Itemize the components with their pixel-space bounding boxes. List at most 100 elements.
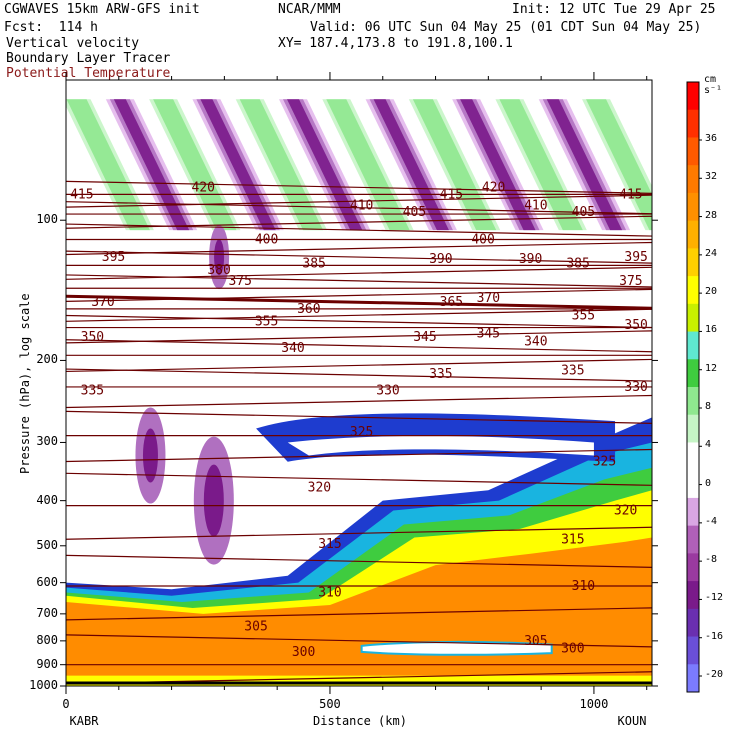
theta-label: 335 [561, 363, 584, 378]
colorbar-unit: cm s⁻¹ [704, 74, 723, 96]
valid-time: Valid: 06 UTC Sun 04 May 25 (01 CDT Sun … [310, 20, 702, 35]
field-vertical-velocity: Vertical velocity [6, 36, 140, 51]
theta-contour-line [66, 607, 652, 621]
y-tick-label: 500 [36, 537, 58, 552]
theta-label: 330 [376, 383, 399, 398]
theta-contour-line [66, 201, 652, 215]
theta-label-text: 380 [207, 263, 230, 278]
theta-label-text: 395 [624, 250, 647, 265]
theta-contour-line [66, 410, 652, 424]
theta-label-text: 310 [572, 579, 595, 594]
theta-label-text: 355 [255, 315, 278, 330]
colorbar-label: -16 [705, 630, 724, 642]
theta-contour-line [66, 223, 652, 237]
theta-label: 410 [350, 199, 373, 214]
x-axis-label: Distance (km) [313, 714, 407, 728]
theta-label-text: 340 [524, 334, 547, 349]
colorbar-label: -4 [705, 515, 718, 527]
colorbar-label: 28 [705, 209, 718, 221]
theta-label: 375 [619, 274, 642, 289]
init-time: Init: 12 UTC Tue 29 Apr 25 [512, 2, 716, 17]
theta-label: 390 [429, 252, 452, 267]
theta-label-text: 415 [70, 187, 93, 202]
theta-label-text: 305 [524, 634, 547, 649]
theta-contour-line [66, 368, 652, 382]
theta-label-text: 370 [477, 291, 500, 306]
theta-label-text: 360 [297, 302, 320, 317]
theta-label: 415 [440, 187, 463, 202]
theta-label: 385 [302, 257, 325, 272]
y-tick-label: 600 [36, 574, 58, 589]
theta-label: 360 [297, 302, 320, 317]
theta-contour-line [66, 339, 652, 353]
colorbar-label: 24 [705, 247, 718, 259]
downdraft-core [214, 239, 225, 276]
theta-label: 390 [519, 252, 542, 267]
theta-label: 370 [91, 295, 114, 310]
y-tick-label: 700 [36, 605, 58, 620]
theta-label: 335 [429, 367, 452, 382]
theta-label: 310 [572, 579, 595, 594]
theta-label-text: 330 [624, 380, 647, 395]
boundary-layer-tracer-shading [66, 413, 652, 686]
x-tick-label: 1000 [579, 697, 609, 711]
theta-label: 400 [255, 232, 278, 247]
plot-frame [65, 79, 653, 687]
theta-label-text: 375 [619, 274, 642, 289]
colorbar-label: -20 [705, 669, 724, 680]
theta-label: 415 [619, 187, 642, 202]
theta-contour-line [66, 554, 652, 568]
theta-label-text: 405 [403, 205, 426, 220]
theta-label-text: 330 [376, 383, 399, 398]
vertical-velocity-band [373, 99, 449, 231]
theta-label: 420 [192, 180, 215, 195]
x-tick-label: 500 [319, 697, 341, 711]
theta-label: 320 [614, 504, 637, 519]
theta-label-text: 315 [561, 533, 584, 548]
theta-contour-line [66, 241, 652, 256]
colorbar-label: 16 [705, 324, 718, 336]
colorbar-label: 36 [705, 133, 718, 144]
colorbar-label: 32 [705, 171, 718, 183]
theta-label: 395 [102, 250, 125, 265]
downdraft-core [142, 428, 158, 483]
theta-label-text: 345 [477, 326, 500, 341]
theta-label: 345 [413, 330, 436, 345]
theta-contour-line [66, 448, 652, 463]
theta-label: 365 [440, 295, 463, 310]
y-tick-label: 400 [36, 492, 58, 507]
theta-label-text: 310 [318, 586, 341, 601]
theta-label: 300 [561, 641, 584, 656]
theta-label-text: 315 [318, 537, 341, 552]
y-tick-label: 900 [36, 656, 58, 671]
theta-labels: 415 420 410 405 415 420 410 405 415 400 395 400 395 3… [70, 180, 648, 660]
theta-label: 405 [572, 205, 595, 220]
theta-contour-line [66, 194, 652, 208]
theta-label-text: 355 [572, 308, 595, 323]
tracer-contour [66, 537, 652, 676]
colorbar-label: -12 [705, 592, 724, 604]
theta-label-text: 365 [440, 295, 463, 310]
theta-label: 380 [207, 263, 230, 278]
vertical-velocity-band [113, 99, 190, 231]
theta-label: 315 [561, 533, 584, 548]
theta-contour-line [66, 294, 652, 310]
theta-label-text: 420 [482, 180, 505, 195]
theta-label: 355 [255, 315, 278, 330]
station-right: KOUN [617, 714, 647, 728]
theta-label-text: 320 [614, 504, 637, 519]
theta-contour-line [66, 472, 652, 486]
theta-label-text: 305 [244, 619, 267, 634]
theta-contour-line [66, 358, 652, 373]
theta-label-text: 400 [255, 232, 278, 247]
theta-label: 385 [566, 257, 589, 272]
theta-label-text: 400 [471, 232, 494, 247]
colorbar-label: 12 [705, 362, 718, 374]
theta-contour-line [66, 526, 652, 540]
theta-label: 325 [350, 425, 373, 440]
model-title: CGWAVES 15km ARW-GFS init [4, 2, 200, 17]
x-tick-label: 0 [62, 697, 70, 711]
theta-label: 375 [228, 274, 251, 289]
downdraft-core [203, 464, 224, 537]
